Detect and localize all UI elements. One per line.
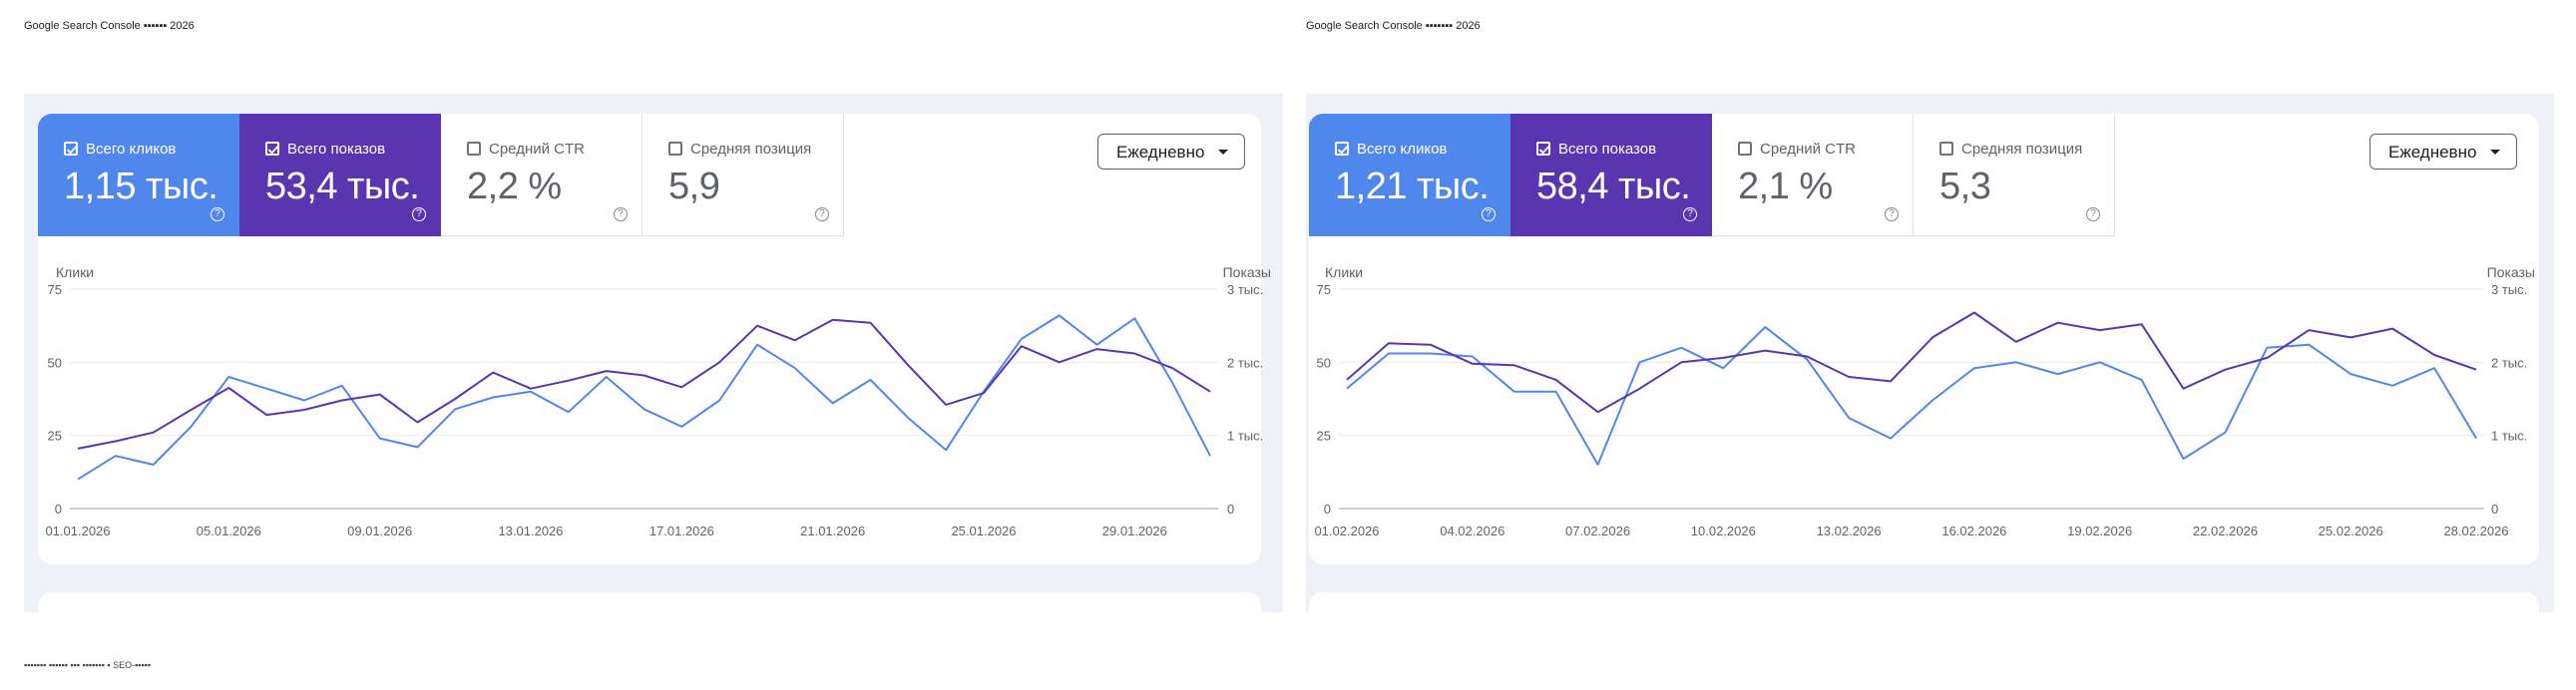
checkbox-icon[interactable] [1335,142,1349,156]
help-circle-icon[interactable]: ? [1482,207,1496,221]
y-tick-label-left: 0 [1324,502,1331,517]
performance-card: Всего кликов 1,21 тыс. ? Всего показов 5… [1309,114,2539,564]
x-tick-label: 25.01.2026 [951,523,1016,538]
metric-tile-position[interactable]: Средняя позиция 5,3 ? [1914,114,2115,236]
x-tick-label: 19.02.2026 [2067,523,2132,538]
secondary-card [1309,592,2539,652]
y-axis-label-left: Клики [1325,264,1363,280]
y-tick-label-left: 75 [48,282,62,297]
performance-chart: Клики Показы 0 0 25 1 тыс. 50 2 тыс. 75 3 тыс. 01.… [45,264,1271,538]
x-tick-label: 28.02.2026 [2443,523,2508,538]
y-tick-label-right: 2 тыс. [2491,355,2527,370]
x-tick-label: 01.02.2026 [1314,523,1379,538]
performance-card: Всего кликов 1,15 тыс. ? Всего показов 5… [38,114,1271,564]
metric-tile-impressions[interactable]: Всего показов 58,4 тыс. ? [1510,114,1712,236]
x-tick-label: 13.02.2026 [1817,523,1882,538]
metric-label: Средняя позиция [690,141,812,158]
x-tick-label: 21.01.2026 [800,523,865,538]
metric-tile-position[interactable]: Средняя позиция 5,9 ? [643,114,844,236]
x-tick-label: 17.01.2026 [649,523,714,538]
checkbox-icon[interactable] [668,142,682,156]
help-circle-icon[interactable]: ? [211,207,224,221]
y-tick-label-right: 0 [1227,502,1234,517]
checkbox-icon[interactable] [265,142,279,156]
x-tick-label: 01.01.2026 [45,523,110,538]
help-circle-icon[interactable]: ? [1683,207,1697,221]
metric-label: Всего показов [1558,141,1657,158]
metric-value: 5,9 [668,166,720,207]
series-line-impressions [77,318,1211,450]
help-circle-icon[interactable]: ? [1885,207,1899,221]
metric-tile-ctr[interactable]: Средний CTR 2,2 % ? [441,114,643,236]
report-panel-january: Всего кликов 1,15 тыс. ? Всего показов 5… [24,94,1283,652]
metric-value: 5,3 [1939,166,1991,207]
series-line-impressions [1346,311,2477,414]
y-tick-label-right: 0 [2491,502,2498,517]
y-tick-label-left: 25 [48,429,62,444]
metric-label: Средний CTR [489,141,585,158]
x-tick-label: 09.01.2026 [347,523,412,538]
series-line-clicks [1346,326,2477,466]
y-tick-label-left: 75 [1317,282,1331,297]
secondary-card [38,592,1261,652]
help-circle-icon[interactable]: ? [412,207,426,221]
x-tick-label: 13.01.2026 [498,523,563,538]
x-tick-label: 04.02.2026 [1440,523,1504,538]
y-tick-label-right: 2 тыс. [1227,355,1263,370]
metric-label: Средняя позиция [1961,141,2083,158]
metric-value: 1,21 тыс. [1335,166,1490,207]
y-tick-label-left: 50 [48,355,62,370]
y-tick-label-right: 1 тыс. [2491,429,2527,444]
x-tick-label: 05.01.2026 [197,523,261,538]
metric-tile-ctr[interactable]: Средний CTR 2,1 % ? [1712,114,1914,236]
checkbox-icon[interactable] [64,142,78,156]
report-panel-february: Всего кликов 1,21 тыс. ? Всего показов 5… [1306,94,2554,652]
caption-right: Google Search Console ▪▪▪▪▪▪▪ 2026 [1306,20,1481,32]
x-tick-label: 16.02.2026 [1941,523,2006,538]
metric-value: 53,4 тыс. [265,166,420,207]
metric-tile-clicks[interactable]: Всего кликов 1,21 тыс. ? [1309,114,1510,236]
checkbox-icon[interactable] [1738,142,1752,156]
y-axis-label-right: Показы [1223,264,1271,280]
granularity-dropdown[interactable]: Ежедневно [2369,134,2517,170]
help-circle-icon[interactable]: ? [2086,207,2100,221]
x-tick-label: 25.02.2026 [2319,523,2383,538]
metric-value: 1,15 тыс. [64,166,218,207]
checkbox-icon[interactable] [1939,142,1953,156]
performance-chart: Клики Показы 0 0 25 1 тыс. 50 2 тыс. 75 3 тыс. 01.… [1314,264,2535,538]
footer-note: ▪▪▪▪▪▪▪ ▪▪▪▪▪▪ ▪▪▪ ▪▪▪▪▪▪▪ ▪ SEO-▪▪▪▪▪ [24,660,152,670]
metric-value: 2,2 % [467,166,562,207]
dropdown-label: Ежедневно [1116,143,1205,162]
y-tick-label-right: 3 тыс. [2491,282,2527,297]
y-tick-label-left: 0 [55,502,62,517]
y-tick-label-right: 3 тыс. [1227,282,1263,297]
metric-tile-impressions[interactable]: Всего показов 53,4 тыс. ? [239,114,441,236]
metric-value: 2,1 % [1738,166,1833,207]
y-tick-label-right: 1 тыс. [1227,429,1263,444]
arrow-drop-down-icon [1218,150,1228,155]
arrow-drop-down-icon [2490,150,2500,155]
dropdown-label: Ежедневно [2388,143,2477,162]
metric-value: 58,4 тыс. [1536,166,1691,207]
y-tick-label-left: 25 [1317,429,1331,444]
granularity-dropdown[interactable]: Ежедневно [1097,134,1245,170]
help-circle-icon[interactable]: ? [815,207,829,221]
metric-label: Всего кликов [1357,141,1448,158]
checkbox-icon[interactable] [1536,142,1550,156]
x-tick-label: 07.02.2026 [1565,523,1630,538]
y-axis-label-left: Клики [56,264,94,280]
metric-tile-clicks[interactable]: Всего кликов 1,15 тыс. ? [38,114,239,236]
metric-label: Всего кликов [86,141,177,158]
metric-label: Всего показов [287,141,386,158]
series-line-clicks [77,314,1211,481]
x-tick-label: 29.01.2026 [1102,523,1167,538]
caption-left: Google Search Console ▪▪▪▪▪▪ 2026 [24,20,195,32]
metric-label: Средний CTR [1760,141,1856,158]
checkbox-icon[interactable] [467,142,481,156]
y-tick-label-left: 50 [1317,355,1331,370]
x-tick-label: 10.02.2026 [1691,523,1756,538]
y-axis-label-right: Показы [2487,264,2535,280]
help-circle-icon[interactable]: ? [614,207,628,221]
x-tick-label: 22.02.2026 [2193,523,2258,538]
